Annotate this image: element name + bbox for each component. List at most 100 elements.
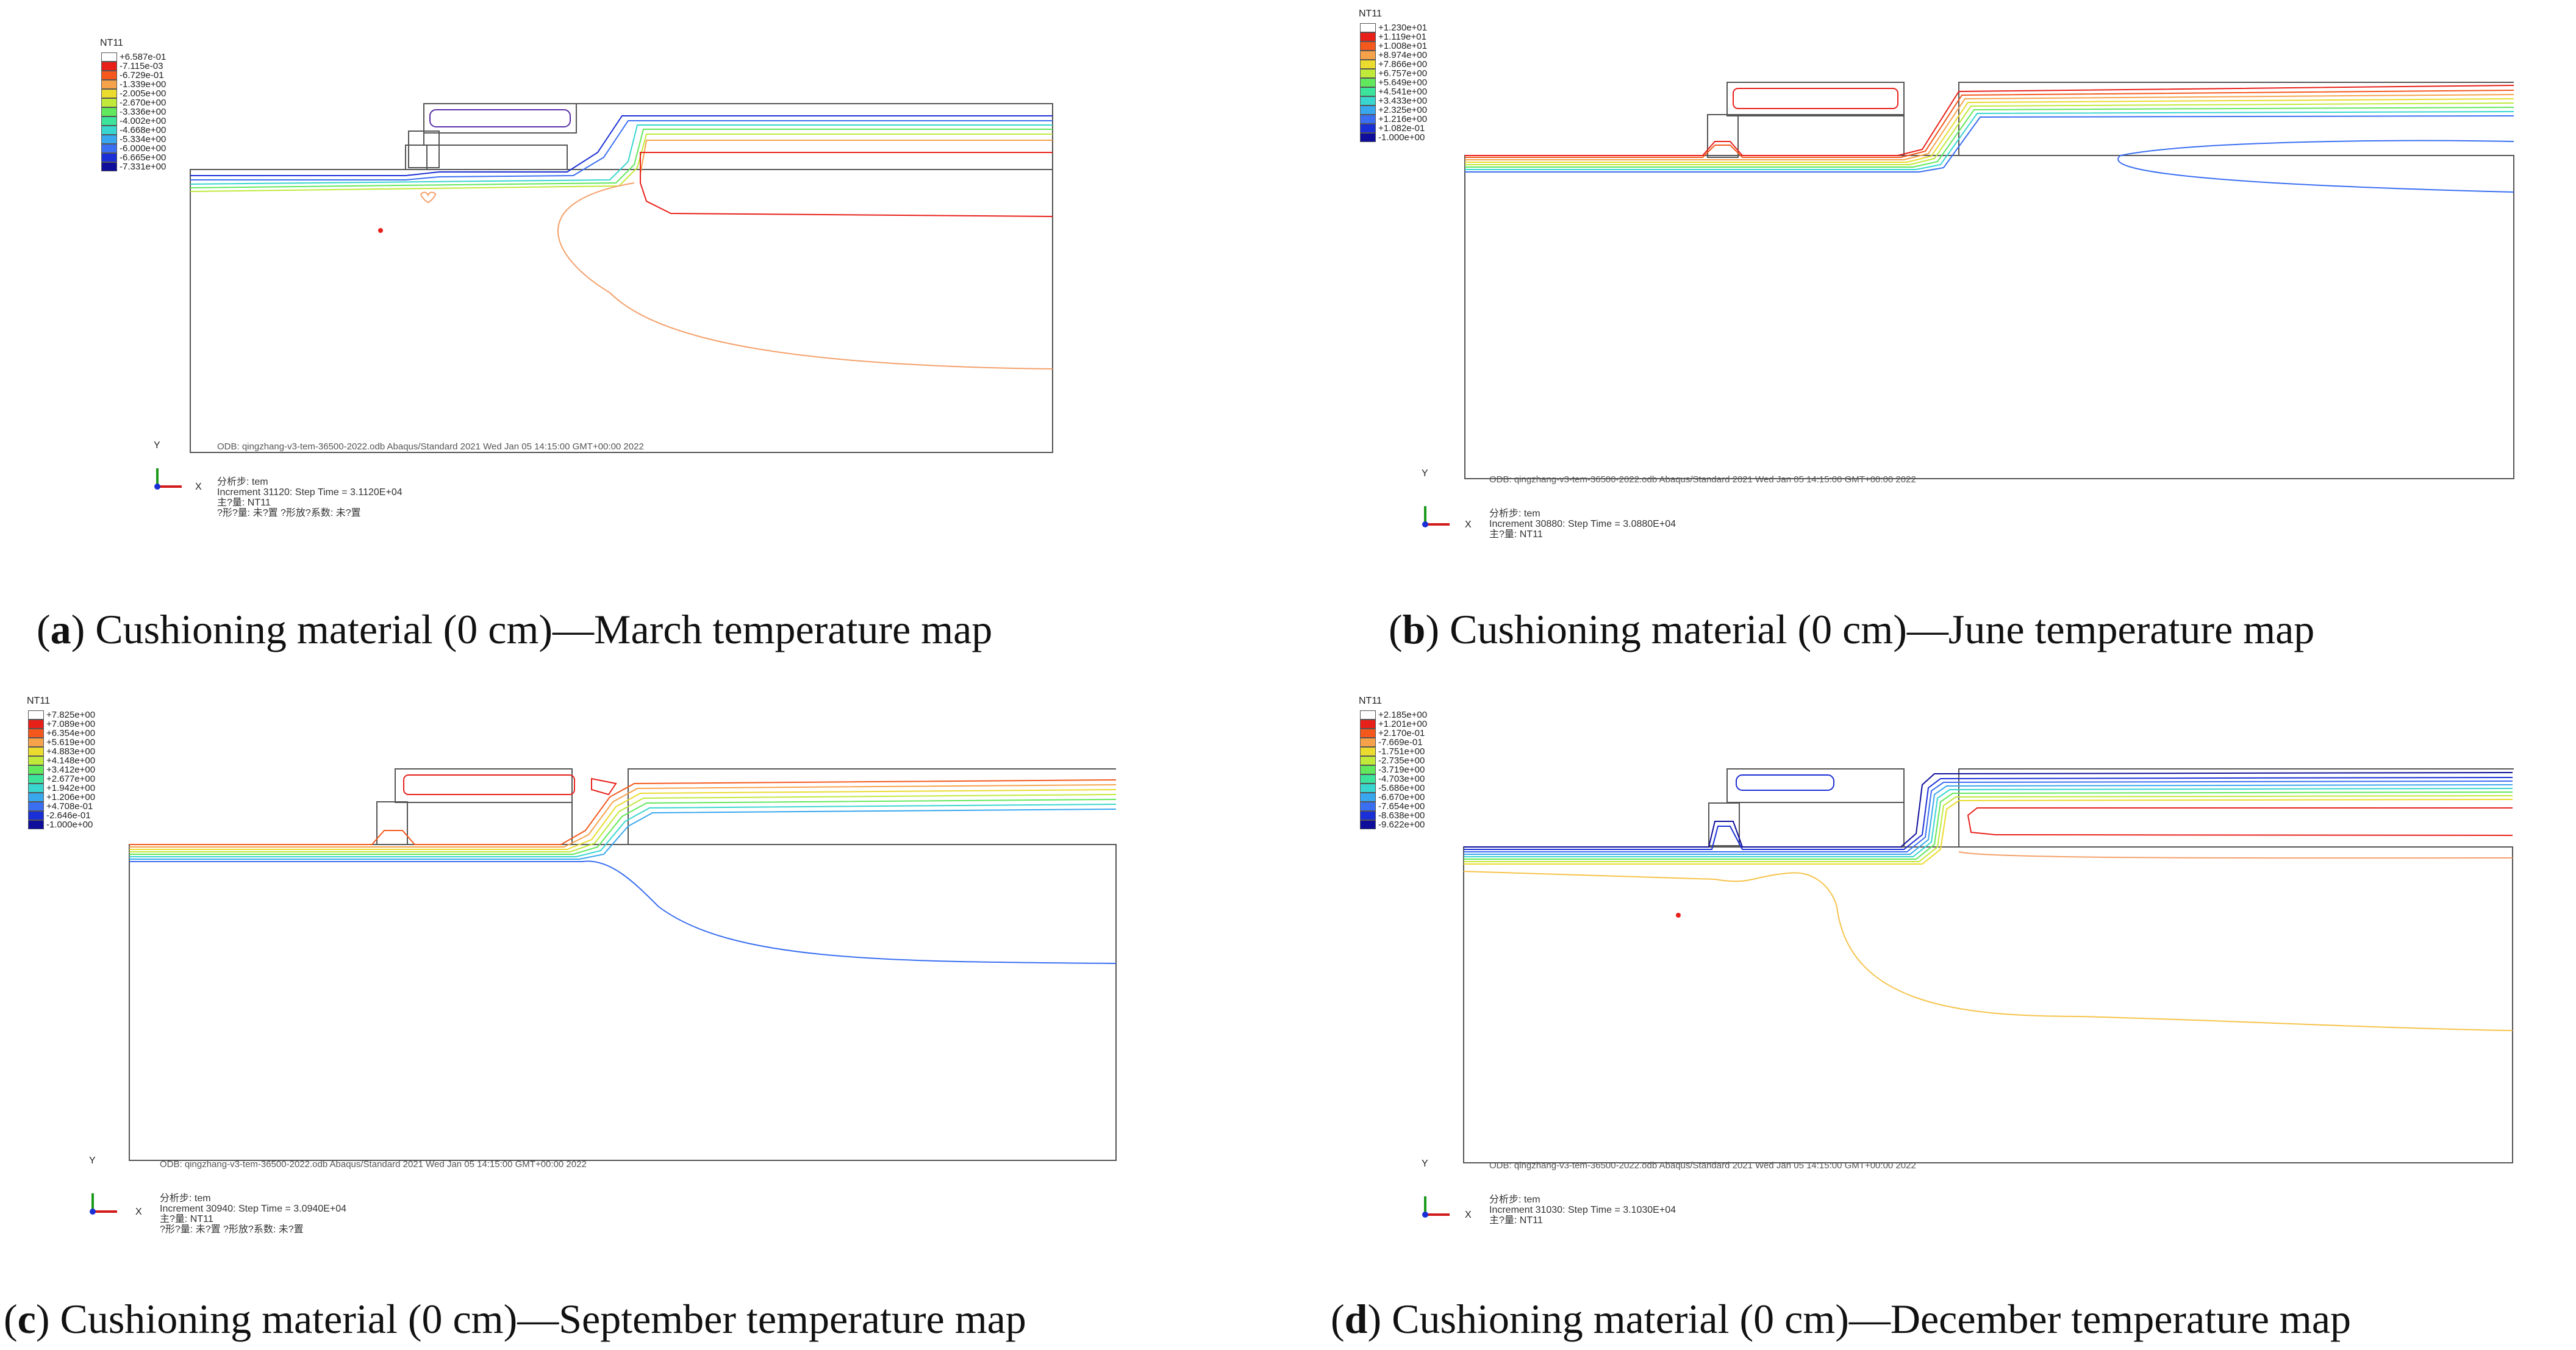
legend-swatch: [28, 774, 44, 784]
contour-line: [557, 182, 1053, 370]
legend-swatch: [1360, 41, 1376, 51]
legend-swatch: [28, 747, 44, 756]
contour-line: [640, 152, 1053, 217]
contour-line: [129, 809, 1117, 860]
contour-plot: [1422, 768, 2514, 1218]
legend-value: +3.412e+00: [46, 765, 96, 775]
legend-swatch: [1360, 710, 1376, 720]
contour-line: [1465, 102, 2514, 165]
step-info-line: 主?量: NT11: [160, 1214, 213, 1224]
legend-title: NT11: [1359, 9, 1382, 19]
legend-swatch: [101, 107, 117, 116]
legend-swatch: [1360, 802, 1376, 811]
contour-line: [129, 794, 1117, 852]
y-axis-label: Y: [89, 1155, 96, 1166]
panel-a: NT11 +6.587e-01 -7.115e-03 -6.729e-01 -1.33…: [0, 0, 1288, 675]
legend-value: -7.669e-01: [1378, 737, 1423, 748]
contour-plot: [154, 103, 1053, 490]
step-info-line: 主?量: NT11: [1489, 1215, 1543, 1226]
axis-origin: [154, 484, 160, 490]
legend-value: -2.735e+00: [1378, 755, 1425, 766]
legend-value: +2.185e+00: [1378, 710, 1428, 720]
legend-swatch: [101, 116, 117, 126]
soil-domain-outline: [190, 169, 1053, 453]
legend-swatch: [1360, 729, 1376, 738]
x-axis-label: X: [1465, 520, 1472, 530]
legend-swatch: [101, 162, 117, 171]
contour-line: [2117, 140, 2514, 193]
legend-swatch: [28, 765, 44, 774]
caption: (b) Cushioning material (0 cm)—June temp…: [1389, 606, 2315, 652]
contour-line: [1464, 795, 2513, 862]
legend-swatch: [1360, 784, 1376, 793]
step-info: 分析步: tem Increment 31030: Step Time = 3.1…: [1489, 1195, 1676, 1226]
legend-value: +1.008e+01: [1378, 41, 1428, 51]
legend-value: -1.000e+00: [46, 820, 93, 830]
step-info-line: ?形?量: 未?置 ?形放?系数: 未?置: [217, 508, 361, 518]
contour-line: [129, 860, 1117, 964]
x-axis-label: X: [135, 1207, 142, 1217]
probe-point: [378, 228, 383, 233]
box-culvert: [423, 103, 577, 134]
contour-line: [1464, 788, 2513, 857]
legend-swatch: [1360, 765, 1376, 774]
contour-line: [1463, 871, 2513, 1031]
step-info-line: 分析步: tem: [1489, 1195, 1540, 1205]
legend-swatch: [101, 98, 117, 107]
legend-value: +1.119e+01: [1378, 32, 1426, 42]
legend-value: -6.670e+00: [1378, 792, 1425, 802]
legend-swatch: [1360, 60, 1376, 69]
caption: (d) Cushioning material (0 cm)—December …: [1331, 1296, 2351, 1342]
legend-value: +7.825e+00: [46, 710, 96, 720]
panel-d: NT11 +2.185e+00 +1.201e+00 +2.170e-01 -7.66…: [1288, 675, 2576, 1350]
legend-value: -5.334e+00: [120, 134, 166, 145]
contour-line: [129, 784, 1117, 848]
legend-value: +1.201e+00: [1378, 719, 1428, 729]
contour-line: [190, 134, 1053, 192]
contour-line: [1464, 784, 2513, 855]
contour-line: [1465, 98, 2514, 163]
legend-value: +4.883e+00: [46, 746, 96, 757]
legend-value: -7.115e-03: [120, 61, 163, 71]
y-axis-label: Y: [154, 440, 160, 451]
legend-value: +4.541e+00: [1378, 87, 1428, 97]
legend-value: +2.170e-01: [1378, 728, 1425, 738]
legend-swatch: [101, 153, 117, 162]
contour-line: [190, 115, 1053, 176]
legend-value: +6.587e-01: [120, 52, 166, 62]
legend-title: NT11: [1359, 696, 1382, 706]
y-axis-label: Y: [1422, 468, 1428, 479]
legend-swatch: [1360, 69, 1376, 78]
axis-origin: [1422, 521, 1428, 527]
legend-swatch: [1360, 756, 1376, 765]
legend-value: -4.668e+00: [120, 125, 166, 135]
axis-origin: [90, 1209, 96, 1215]
contour-line: [640, 140, 1053, 174]
legend-value: +1.082e-01: [1378, 123, 1425, 134]
legend-value: -1.000e+00: [1378, 132, 1425, 143]
legend-value: +1.216e+00: [1378, 114, 1428, 124]
legend-value: -1.339e+00: [120, 79, 166, 90]
step-info-line: 分析步: tem: [160, 1193, 211, 1204]
probe-point: [1676, 913, 1681, 918]
legend-swatch: [28, 784, 44, 793]
box-culvert: [1726, 82, 1905, 116]
step-info: 分析步: tem Increment 30880: Step Time = 3.0…: [1489, 509, 1676, 540]
box-culvert: [395, 768, 573, 803]
legend-swatch: [28, 738, 44, 747]
legend-swatch: [101, 62, 117, 71]
odb-info: ODB: qingzhang-v3-tem-36500-2022.odb Aba…: [217, 441, 644, 452]
legend-swatch: [1360, 78, 1376, 87]
legend-swatch: [1360, 23, 1376, 32]
legend-value: +1.206e+00: [46, 792, 96, 802]
box-culvert-inner: [1733, 88, 1898, 109]
legend-swatch: [101, 52, 117, 62]
legend-value: -2.670e+00: [120, 98, 166, 108]
contour-line: [1967, 807, 2513, 836]
contour-line: [1464, 799, 2513, 865]
caption: (c) Cushioning material (0 cm)—September…: [4, 1296, 1026, 1342]
box-culvert-inner: [403, 774, 575, 795]
drain-pipe: [408, 130, 440, 168]
legend-swatch: [28, 720, 44, 729]
contour-line: [1465, 111, 2514, 170]
